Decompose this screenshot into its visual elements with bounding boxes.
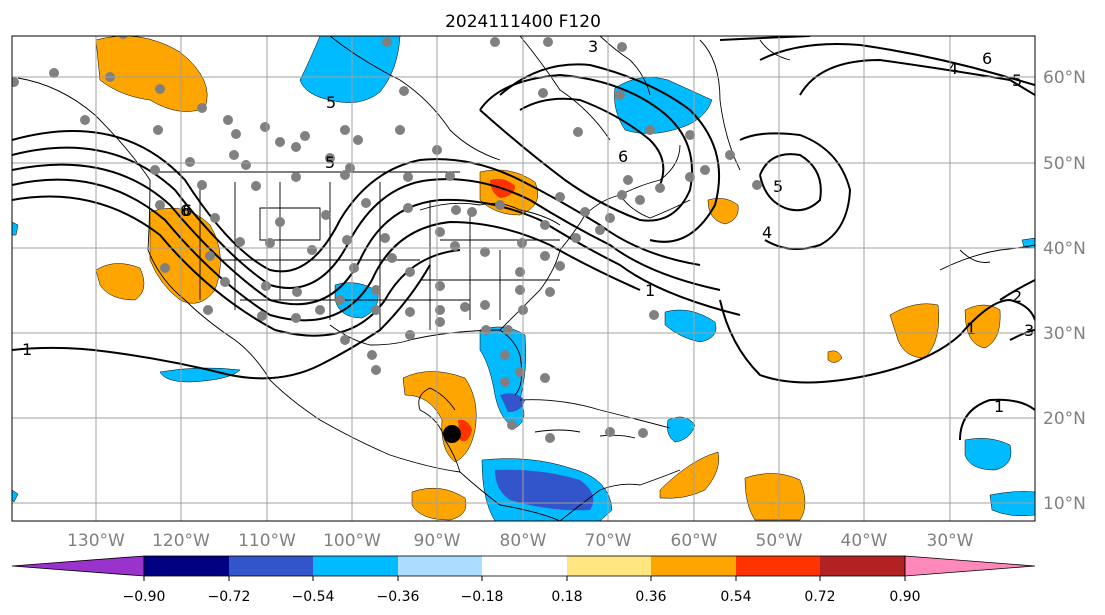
lat-label: 20°N <box>1043 409 1086 429</box>
contour-label: 5 <box>773 177 783 196</box>
colorbar-tick-label: −0.72 <box>208 589 251 605</box>
lon-label: 50°W <box>756 531 803 551</box>
lon-label: 80°W <box>500 531 547 551</box>
negative-anomaly-shading <box>12 36 1035 521</box>
lat-label: 10°N <box>1043 494 1086 514</box>
storm-center-marker <box>443 425 461 443</box>
contour-label: 6 <box>180 201 190 220</box>
contour-label: 3 <box>1024 321 1034 340</box>
colorbar-segment <box>567 556 651 576</box>
contour-label: 5 <box>1012 71 1022 90</box>
map-frame <box>11 35 1036 522</box>
lon-label: 100°W <box>323 531 381 551</box>
colorbar: −0.90 −0.72 −0.54 −0.36 −0.18 0.18 0.36 … <box>11 555 1036 605</box>
colorbar-tick-label: 0.18 <box>551 589 582 605</box>
colorbar-segment <box>820 556 905 576</box>
contour-label: 6 <box>182 201 192 220</box>
lat-label: 30°N <box>1043 324 1086 344</box>
colorbar-tick-label: −0.18 <box>461 589 504 605</box>
lon-label: 30°W <box>927 531 974 551</box>
lat-label: 50°N <box>1043 154 1086 174</box>
colorbar-segment <box>313 556 398 576</box>
lon-label: 40°W <box>841 531 888 551</box>
map-title: 2024111400 F120 <box>445 12 601 32</box>
colorbar-tick-label: −0.90 <box>123 589 166 605</box>
colorbar-tick-label: −0.36 <box>377 589 420 605</box>
lon-label: 70°W <box>585 531 632 551</box>
colorbar-tick-label: 0.72 <box>804 589 835 605</box>
colorbar-segment <box>144 556 229 576</box>
lon-label: 90°W <box>414 531 461 551</box>
contour-label: 3 <box>588 37 598 56</box>
contour-label: 2 <box>1012 287 1022 306</box>
colorbar-frame <box>143 555 906 577</box>
contour-label: 1 <box>645 281 655 300</box>
colorbar-segment <box>736 556 820 576</box>
colorbar-tick-label: 0.36 <box>635 589 666 605</box>
colorbar-segment <box>482 556 567 576</box>
lat-label: 40°N <box>1043 239 1086 259</box>
latitude-axis: 60°N 50°N 40°N 30°N 20°N 10°N <box>1043 68 1086 514</box>
lon-label: 120°W <box>152 531 210 551</box>
colorbar-extend-min <box>11 555 145 577</box>
colorbar-tick-label: 0.54 <box>720 589 751 605</box>
colorbar-tick-label: 0.90 <box>889 589 920 605</box>
geopotential-contours <box>12 36 1035 441</box>
lat-label: 60°N <box>1043 68 1086 88</box>
map-panel: 6 5 6 3 5 6 4 5 4 6 5 1 1 1 2 3 1 <box>11 35 1036 522</box>
colorbar-segment <box>651 556 736 576</box>
contour-label: 6 <box>618 147 628 166</box>
colorbar-segment <box>398 556 482 576</box>
colorbar-segment <box>229 556 313 576</box>
lon-label: 60°W <box>671 531 718 551</box>
lon-label: 130°W <box>67 531 125 551</box>
contour-label: 1 <box>994 397 1004 416</box>
gridlines <box>12 36 1035 521</box>
contour-label: 4 <box>948 59 958 78</box>
colorbar-tick-label: −0.54 <box>292 589 335 605</box>
contour-label: 1 <box>966 319 976 338</box>
lon-label: 110°W <box>238 531 296 551</box>
coastlines-borders <box>17 36 1035 521</box>
contour-label: 5 <box>326 93 336 112</box>
contour-label: 1 <box>22 340 32 359</box>
colorbar-ticks <box>143 576 906 581</box>
contour-label: 6 <box>982 49 992 68</box>
longitude-axis: 130°W 120°W 110°W 100°W 90°W 80°W 70°W 6… <box>67 531 974 551</box>
contour-label: 4 <box>762 223 772 242</box>
colorbar-extend-max <box>904 555 1036 577</box>
